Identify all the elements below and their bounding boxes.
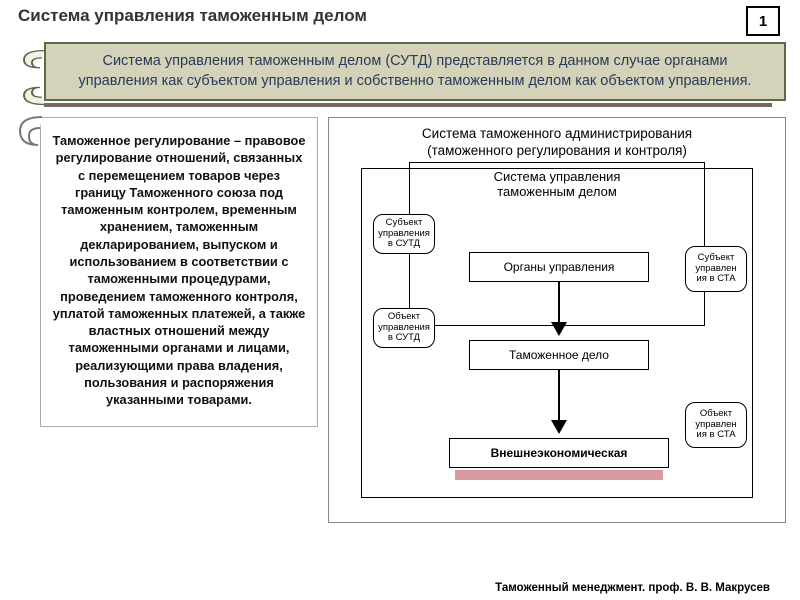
node-sub-sutd: Субъект управления в СУТД [373, 214, 435, 254]
node-ved: Внешнеэкономическая [449, 438, 669, 468]
scroll-icon [12, 113, 48, 153]
node-organy: Органы управления [469, 252, 649, 282]
banner-underline [44, 103, 772, 107]
page-number: 1 [746, 6, 780, 36]
node-obj-sutd: Объект управления в СУТД [373, 308, 435, 348]
inner-frame-title: Система управления таможенным делом [410, 169, 704, 199]
under-bar [455, 470, 663, 480]
arrow-down-icon [551, 322, 567, 336]
page-title: Система управления таможенным делом [18, 6, 367, 26]
scroll-icon [14, 48, 54, 107]
footer-credit: Таможенный менеджмент. проф. В. В. Макру… [495, 582, 770, 594]
node-delo: Таможенное дело [469, 340, 649, 370]
inner-frame: Система управления таможенным делом [409, 162, 705, 326]
diagram-title: Система таможенного администрирования (т… [329, 126, 785, 160]
arrow-down-icon [551, 420, 567, 434]
node-sub-sta: Субъект управлен ия в СТА [685, 246, 747, 292]
banner-text: Система управления таможенным делом (СУТ… [44, 42, 786, 101]
arrow-shaft [558, 370, 560, 420]
arrow-shaft [558, 282, 560, 322]
diagram-container: Система таможенного администрирования (т… [328, 117, 786, 523]
left-definition-text: Таможенное регулирование – правовое регу… [40, 117, 318, 427]
node-obj-sta: Объект управлен ия в СТА [685, 402, 747, 448]
